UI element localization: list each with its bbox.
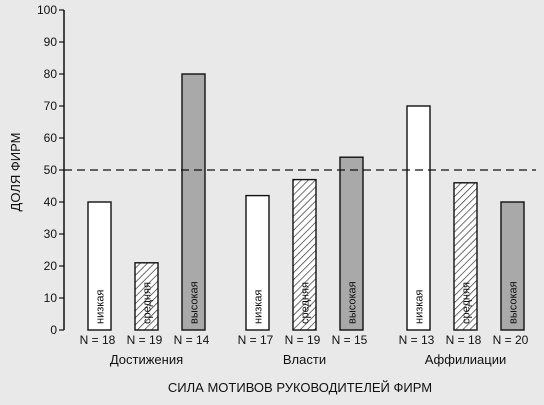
bar-средняя [134, 262, 159, 331]
bar-n-label: N = 15 [332, 333, 368, 347]
y-tick-label: 30 [44, 227, 58, 241]
y-tick-label: 10 [44, 291, 58, 305]
bar-n-label: N = 19 [285, 333, 321, 347]
y-tick-label: 0 [50, 323, 57, 337]
bar-высокая [500, 201, 525, 331]
bar-n-label: N = 14 [174, 333, 210, 347]
bar-level-label: средняя [461, 282, 473, 324]
bar-низкая [87, 201, 112, 331]
y-axis-title: ДОЛЯ ФИРМ [8, 133, 23, 212]
bar-высокая [339, 156, 364, 331]
bar-level-label: низкая [95, 290, 107, 324]
bar-level-label: средняя [300, 282, 312, 324]
y-tick-label: 100 [37, 3, 57, 17]
group-label: Аффилиации [425, 352, 507, 367]
y-tick-label: 60 [44, 131, 58, 145]
bar-n-label: N = 20 [493, 333, 529, 347]
bar-level-label: высокая [347, 281, 359, 324]
y-tick-label: 90 [44, 35, 58, 49]
bar-n-label: N = 19 [127, 333, 163, 347]
y-tick-label: 50 [44, 163, 58, 177]
bar-n-label: N = 18 [446, 333, 482, 347]
bar-n-label: N = 17 [238, 333, 274, 347]
y-tick-label: 40 [44, 195, 58, 209]
bar-низкая [245, 194, 270, 331]
y-tick-label: 20 [44, 259, 58, 273]
x-axis-title: СИЛА МОТИВОВ РУКОВОДИТЕЛЕЙ ФИРМ [168, 380, 432, 395]
y-tick-label: 70 [44, 99, 58, 113]
bar-n-label: N = 13 [399, 333, 435, 347]
bar-level-label: высокая [189, 281, 201, 324]
bar-level-label: средняя [142, 282, 154, 324]
group-label: Достижения [110, 352, 183, 367]
group-label: Власти [283, 352, 326, 367]
bar-level-label: низкая [253, 290, 265, 324]
bar-низкая [406, 105, 431, 331]
bar-средняя [453, 182, 478, 331]
bar-level-label: высокая [508, 281, 520, 324]
bar-высокая [181, 73, 206, 331]
y-tick-label: 80 [44, 67, 58, 81]
bar-n-label: N = 18 [80, 333, 116, 347]
bar-level-label: низкая [414, 290, 426, 324]
bar-средняя [292, 178, 317, 331]
